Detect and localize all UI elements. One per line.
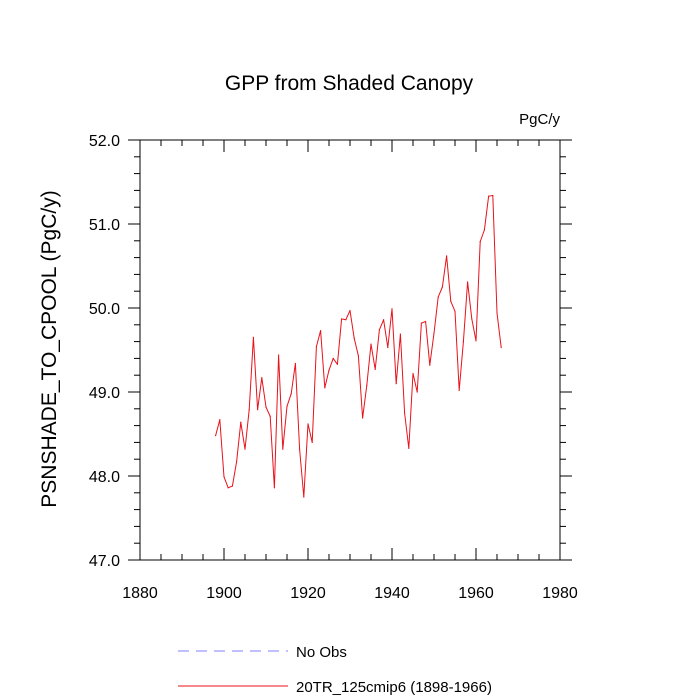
data-point xyxy=(236,461,238,463)
data-point xyxy=(404,412,406,414)
y-tick-label: 47.0 xyxy=(89,553,120,570)
data-point xyxy=(496,312,498,314)
data-point xyxy=(483,229,485,231)
data-point xyxy=(475,340,477,342)
data-point xyxy=(328,369,330,371)
x-tick-label: 1900 xyxy=(206,585,242,602)
y-tick-label: 49.0 xyxy=(89,385,120,402)
legend: No Obs 20TR_125cmip6 (1898-1966) xyxy=(178,644,492,696)
data-point xyxy=(362,417,364,419)
x-tick-label: 1980 xyxy=(542,585,578,602)
data-point xyxy=(446,255,448,257)
data-point xyxy=(454,310,456,312)
data-point xyxy=(437,296,439,298)
data-point xyxy=(332,357,334,359)
y-tick-label: 50.0 xyxy=(89,301,120,318)
data-point xyxy=(273,487,275,489)
data-point xyxy=(223,476,225,478)
legend-label-series: 20TR_125cmip6 (1898-1966) xyxy=(296,679,492,696)
data-point xyxy=(290,393,292,395)
data-point xyxy=(341,318,343,320)
plot-frame xyxy=(139,139,561,561)
units-label: PgC/y xyxy=(519,111,560,128)
y-tick-label: 52.0 xyxy=(89,133,120,150)
x-tick-label: 1920 xyxy=(290,585,326,602)
data-point xyxy=(429,364,431,366)
x-tick-label: 1880 xyxy=(122,585,158,602)
axis-ticks xyxy=(128,139,572,561)
data-point xyxy=(425,320,427,323)
data-point xyxy=(488,195,490,197)
data-point xyxy=(315,346,317,348)
data-point xyxy=(450,300,452,302)
data-point xyxy=(294,362,296,365)
series-layer xyxy=(215,194,502,498)
y-axis-label: PSNSHADE_TO_CPOOL (PgC/y) xyxy=(38,190,61,507)
data-point xyxy=(479,241,481,243)
data-point xyxy=(353,337,355,339)
data-point xyxy=(349,309,351,312)
data-point xyxy=(458,389,460,391)
data-point xyxy=(366,384,368,386)
y-tick-label: 51.0 xyxy=(89,217,120,234)
y-tick-label: 48.0 xyxy=(89,469,120,486)
x-tick-label: 1960 xyxy=(458,585,494,602)
data-point xyxy=(311,441,313,443)
data-point xyxy=(269,415,271,417)
series-line xyxy=(215,194,502,498)
data-point xyxy=(244,448,246,450)
data-point xyxy=(307,423,309,425)
data-point xyxy=(492,194,494,197)
data-point xyxy=(416,391,418,393)
data-point xyxy=(227,487,229,489)
data-point xyxy=(282,448,284,450)
data-point xyxy=(420,322,422,324)
data-point xyxy=(391,308,393,310)
data-point xyxy=(286,405,288,407)
x-tick-label: 1940 xyxy=(374,585,410,602)
data-point xyxy=(374,368,376,370)
data-point xyxy=(433,332,435,334)
data-point xyxy=(357,355,359,357)
data-point xyxy=(252,336,254,338)
data-point xyxy=(240,421,242,423)
data-point xyxy=(500,346,502,349)
data-point xyxy=(324,387,326,389)
data-point xyxy=(215,435,217,437)
data-point xyxy=(231,485,233,487)
data-point xyxy=(219,419,221,421)
data-point xyxy=(261,377,263,379)
data-point xyxy=(471,318,473,320)
legend-label-no-obs: No Obs xyxy=(296,644,347,661)
data-point xyxy=(441,286,443,288)
data-point xyxy=(303,496,305,498)
data-point xyxy=(320,330,322,332)
data-point xyxy=(378,329,380,331)
data-point xyxy=(408,447,410,449)
data-point xyxy=(383,319,385,321)
data-point xyxy=(467,281,469,283)
data-point xyxy=(278,354,280,356)
chart-title: GPP from Shaded Canopy xyxy=(225,72,474,95)
data-point xyxy=(462,341,464,343)
data-point xyxy=(265,406,267,408)
tick-labels: 1880 1900 1920 1940 1960 1980 47.0 48.0 49.0 50.0… xyxy=(89,133,578,602)
data-point xyxy=(412,372,414,375)
data-point xyxy=(336,363,338,365)
data-point xyxy=(299,448,301,450)
data-point xyxy=(395,383,397,385)
data-point xyxy=(370,343,372,345)
data-point xyxy=(248,409,250,411)
data-point xyxy=(345,319,347,321)
data-point xyxy=(387,346,389,349)
data-point xyxy=(257,409,259,411)
data-point xyxy=(399,333,401,335)
